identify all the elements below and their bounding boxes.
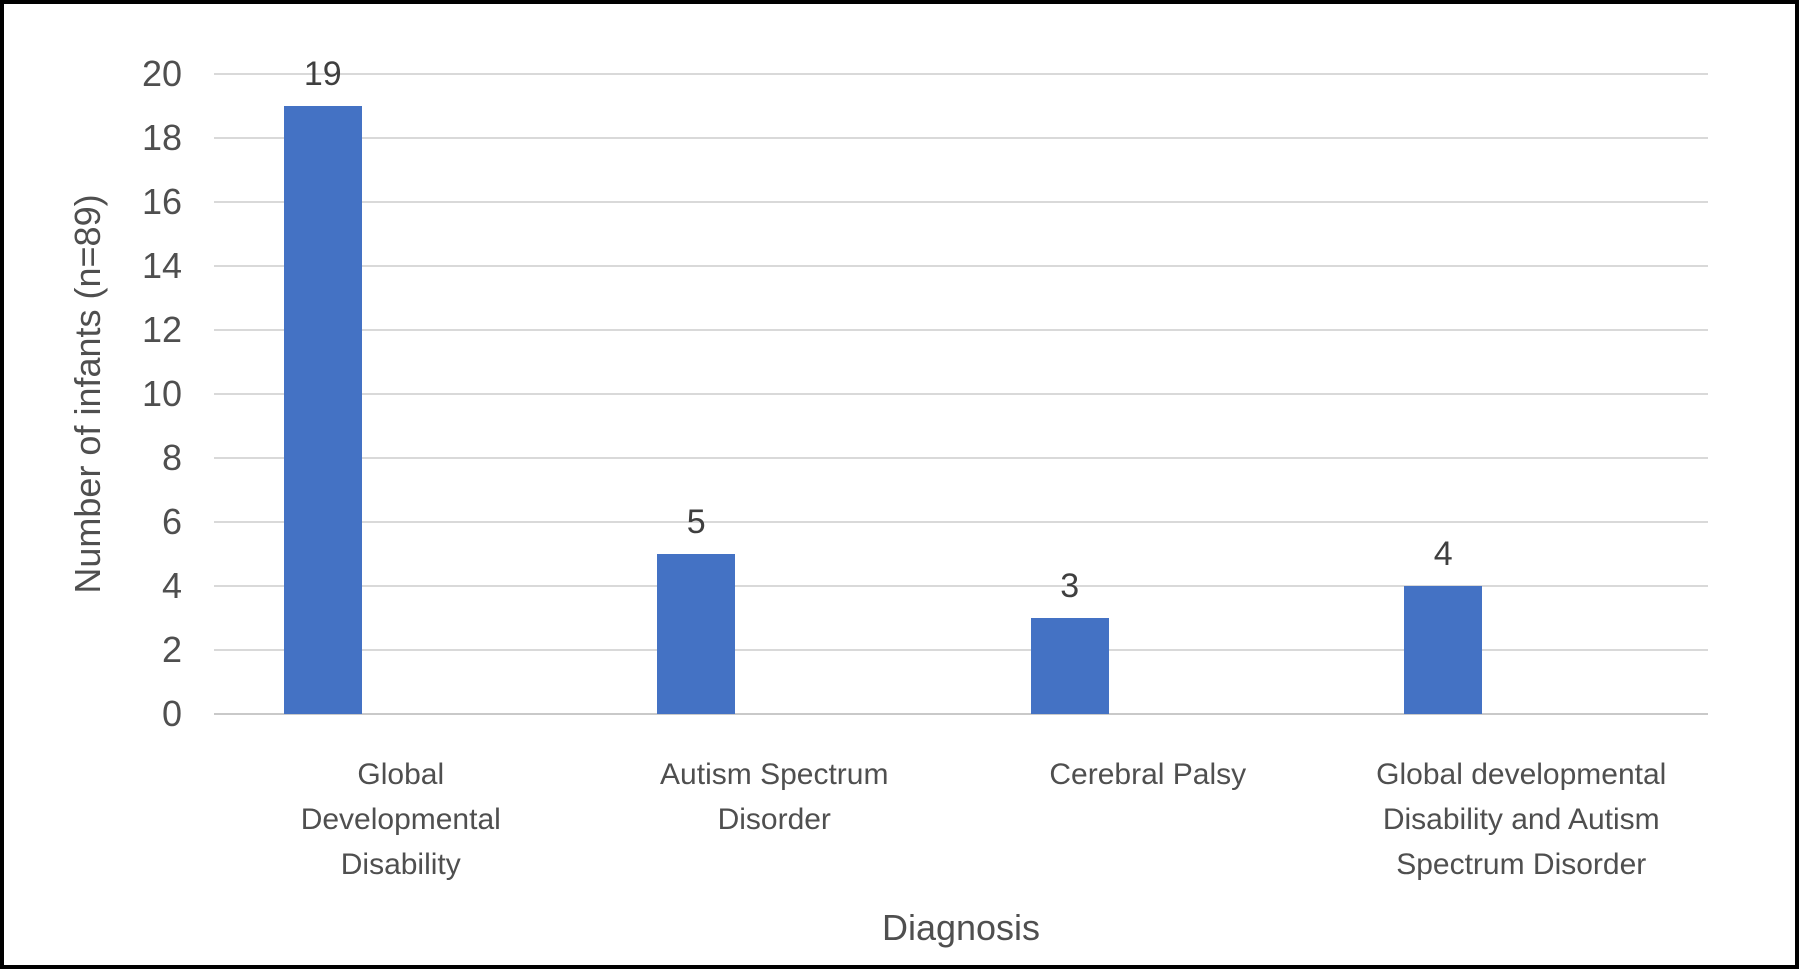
category-label-line: Autism Spectrum bbox=[660, 758, 889, 791]
y-tick-label: 8 bbox=[161, 437, 182, 478]
category-label: Cerebral Palsy bbox=[961, 752, 1335, 797]
category-label-line: Disability and Autism bbox=[1382, 803, 1660, 836]
category-label: Global developmental Disability and Autis… bbox=[1335, 752, 1709, 887]
bar bbox=[657, 554, 736, 714]
bar bbox=[283, 106, 362, 714]
category-label-line: Disorder bbox=[717, 803, 831, 836]
gridline bbox=[214, 329, 1708, 331]
y-tick-label: 14 bbox=[141, 245, 182, 286]
bar-value-label: 4 bbox=[1433, 535, 1453, 573]
y-tick-label: 12 bbox=[141, 309, 182, 350]
gridline bbox=[214, 393, 1708, 395]
category-label-line: Disability bbox=[340, 848, 461, 881]
x-axis-line bbox=[214, 713, 1708, 715]
category-label: Autism Spectrum Disorder bbox=[588, 752, 962, 842]
bar-value-label: 19 bbox=[303, 55, 342, 93]
gridline bbox=[214, 73, 1708, 75]
bar-value-label: 5 bbox=[686, 503, 706, 541]
gridline bbox=[214, 265, 1708, 267]
gridline bbox=[214, 521, 1708, 523]
x-axis-title: Diagnosis bbox=[881, 907, 1041, 948]
y-tick-label: 4 bbox=[161, 565, 182, 606]
category-label-line: Cerebral Palsy bbox=[1049, 758, 1247, 791]
category-label-line: Spectrum Disorder bbox=[1396, 848, 1647, 881]
gridline bbox=[214, 585, 1708, 587]
gridline bbox=[214, 649, 1708, 651]
y-tick-label: 2 bbox=[161, 629, 182, 670]
gridline bbox=[214, 201, 1708, 203]
y-tick-label: 16 bbox=[141, 181, 182, 222]
category-label-line: Developmental bbox=[300, 803, 501, 836]
y-tick-label: 20 bbox=[141, 53, 182, 94]
bar-value-label: 3 bbox=[1060, 567, 1080, 605]
y-tick-label: 0 bbox=[161, 693, 182, 734]
bar bbox=[1404, 586, 1483, 714]
category-label-line: Global developmental bbox=[1376, 758, 1667, 791]
y-tick-label: 10 bbox=[141, 373, 182, 414]
gridline bbox=[214, 137, 1708, 139]
gridline bbox=[214, 457, 1708, 459]
y-tick-label: 6 bbox=[161, 501, 182, 542]
bar bbox=[1030, 618, 1109, 714]
category-label-line: Global bbox=[357, 758, 445, 791]
y-tick-label: 18 bbox=[141, 117, 182, 158]
category-label: Global Developmental Disability bbox=[214, 752, 588, 887]
